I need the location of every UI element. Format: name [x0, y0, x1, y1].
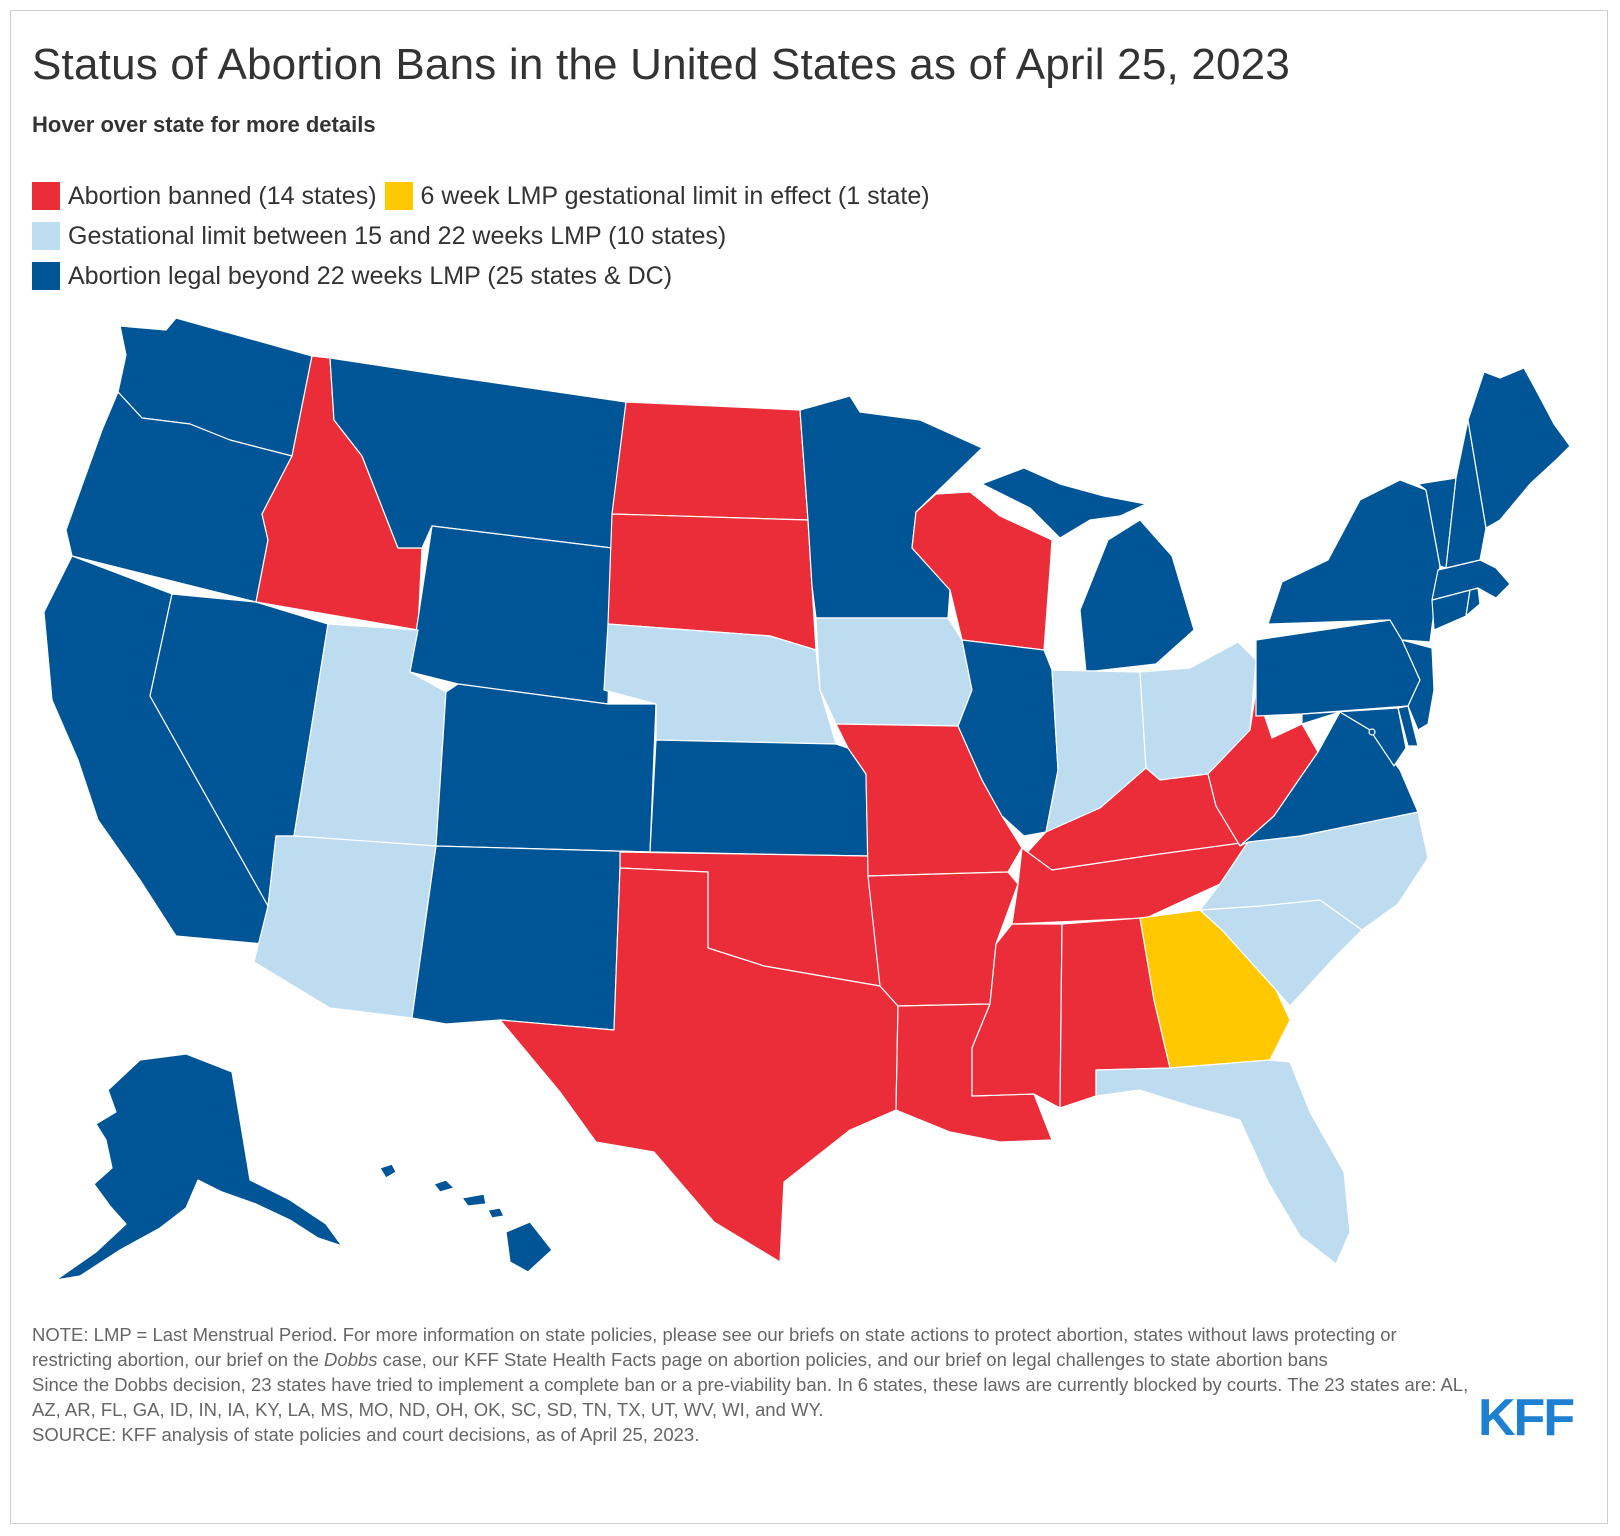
state-dc[interactable]: [1368, 728, 1376, 736]
kff-logo: KFF: [1478, 1389, 1575, 1447]
dobbs-emphasis: Dobbs: [324, 1349, 378, 1370]
legend-item-banned: Abortion banned (14 states): [32, 182, 377, 211]
footnote-note: NOTE: LMP = Last Menstrual Period. For m…: [32, 1324, 1397, 1370]
footnote-dobbs: Since the Dobbs decision, 23 states have…: [32, 1374, 1469, 1420]
state-wi[interactable]: [911, 491, 1053, 651]
footnote: NOTE: LMP = Last Menstrual Period. For m…: [32, 1322, 1472, 1447]
legend: Abortion banned (14 states) 6 week LMP g…: [32, 176, 938, 296]
state-mt[interactable]: [329, 357, 627, 549]
state-md[interactable]: [1301, 707, 1407, 767]
state-ak[interactable]: [55, 1053, 343, 1281]
state-ia[interactable]: [815, 617, 973, 727]
legend-label-six-week: 6 week LMP gestational limit in effect (…: [420, 181, 930, 210]
legend-item-legal: Abortion legal beyond 22 weeks LMP (25 s…: [32, 262, 672, 291]
state-nm[interactable]: [411, 845, 651, 1031]
legend-swatch-limit: [32, 222, 60, 250]
legend-swatch-banned: [32, 182, 60, 210]
state-tx[interactable]: [499, 867, 899, 1263]
state-ma[interactable]: [1431, 559, 1511, 601]
legend-item-limit: Gestational limit between 15 and 22 week…: [32, 222, 726, 251]
state-fl[interactable]: [1095, 1059, 1351, 1265]
state-nj[interactable]: [1401, 639, 1435, 731]
legend-swatch-six-week: [384, 182, 413, 210]
state-de[interactable]: [1397, 705, 1419, 747]
legend-swatch-legal: [32, 262, 60, 290]
state-co[interactable]: [435, 683, 657, 853]
state-nd[interactable]: [611, 401, 809, 521]
state-wy[interactable]: [409, 525, 613, 705]
state-pa[interactable]: [1255, 619, 1421, 717]
state-vt[interactable]: [1417, 477, 1457, 569]
state-ny[interactable]: [1267, 479, 1441, 643]
chart-subtitle: Hover over state for more details: [32, 112, 376, 137]
legend-label-legal: Abortion legal beyond 22 weeks LMP (25 s…: [68, 261, 673, 290]
legend-label-banned: Abortion banned (14 states): [68, 181, 377, 210]
state-nh[interactable]: [1445, 419, 1487, 569]
state-il[interactable]: [957, 639, 1059, 837]
state-hi[interactable]: [379, 1163, 553, 1273]
state-me[interactable]: [1467, 367, 1571, 529]
state-mi[interactable]: [981, 467, 1195, 673]
chart-title: Status of Abortion Bans in the United St…: [32, 40, 1291, 89]
legend-item-six-week: 6 week LMP gestational limit in effect (…: [384, 181, 930, 211]
legend-label-limit: Gestational limit between 15 and 22 week…: [68, 221, 727, 250]
state-az[interactable]: [253, 835, 437, 1019]
state-ks[interactable]: [649, 739, 869, 857]
footnote-source: SOURCE: KFF analysis of state policies a…: [32, 1424, 700, 1445]
